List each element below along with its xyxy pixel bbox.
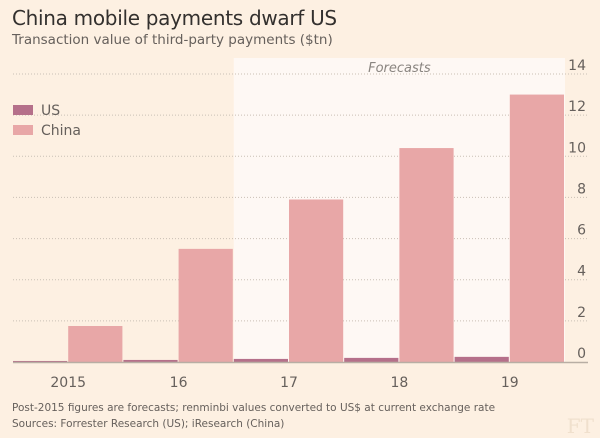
y-tick-label: 8	[577, 181, 586, 197]
y-tick-label: 0	[577, 346, 586, 362]
china-bar	[68, 326, 123, 362]
x-tick-label: 19	[501, 375, 519, 391]
forecast-label: Forecasts	[368, 61, 431, 76]
china-bar	[509, 94, 564, 363]
us-bar	[13, 360, 68, 363]
us-bar	[344, 357, 399, 362]
us-bar	[454, 356, 509, 362]
x-tick-label: 2015	[50, 375, 86, 391]
sources-note: Sources: Forrester Research (US); iResea…	[12, 418, 285, 430]
china-bar	[289, 199, 344, 362]
legend-swatch-china	[13, 125, 33, 135]
y-tick-label: 14	[568, 58, 586, 74]
legend-label-china: China	[41, 123, 81, 139]
x-tick-label: 17	[280, 375, 298, 391]
y-tick-label: 6	[577, 223, 586, 239]
chart-subtitle: Transaction value of third-party payment…	[12, 32, 333, 48]
x-tick-label: 18	[390, 375, 408, 391]
chart-title: China mobile payments dwarf US	[12, 6, 337, 30]
y-tick-label: 2	[577, 305, 586, 321]
china-bar	[399, 148, 454, 362]
china-bar	[178, 248, 233, 362]
legend-swatch-us	[13, 105, 33, 115]
y-tick-label: 4	[577, 264, 586, 280]
us-bar	[233, 358, 288, 362]
y-tick-label: 10	[568, 140, 586, 156]
x-tick-label: 16	[170, 375, 188, 391]
y-tick-label: 12	[568, 99, 586, 115]
footnote: Post-2015 figures are forecasts; renminb…	[12, 402, 496, 414]
bar-chart: Forecasts 2015 16 17 18 19 0 2 4 6 8 10 12 14 US Chi…	[13, 58, 588, 391]
us-bar	[123, 359, 178, 362]
ft-logo: FT	[566, 414, 594, 438]
legend-label-us: US	[41, 103, 60, 119]
